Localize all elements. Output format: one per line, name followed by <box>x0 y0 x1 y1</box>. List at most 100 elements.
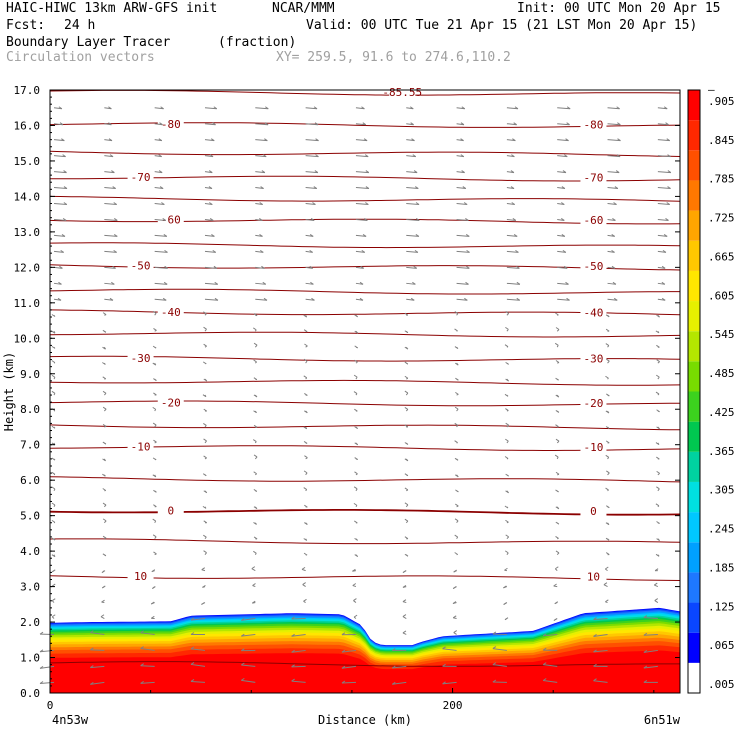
circulation-vector <box>104 298 114 301</box>
circulation-vector <box>355 376 358 380</box>
circulation-vector <box>305 282 314 285</box>
circulation-vector <box>557 218 565 221</box>
circulation-vector <box>406 171 418 174</box>
circulation-vector <box>53 171 67 174</box>
circulation-vector <box>355 488 358 492</box>
circulation-vector <box>607 234 615 237</box>
colorbar-label: .305 <box>708 484 735 497</box>
colorbar-label: .485 <box>708 367 735 380</box>
circulation-vector <box>204 155 214 158</box>
circulation-vector <box>204 298 219 301</box>
circulation-vector <box>53 155 66 158</box>
colorbar-box <box>688 180 700 211</box>
circulation-vector <box>355 250 365 253</box>
contour-line <box>49 661 680 667</box>
circulation-vector <box>301 568 306 572</box>
header-fcst-label: Fcst: <box>6 18 46 33</box>
circulation-vector <box>406 139 415 142</box>
contour-label: 10 <box>134 570 147 583</box>
circulation-vector <box>154 266 168 269</box>
circulation-vector <box>53 488 56 492</box>
circulation-vector <box>104 218 118 221</box>
circulation-vector <box>140 665 155 667</box>
circulation-vector <box>492 664 507 667</box>
colorbar-box <box>688 391 700 422</box>
circulation-vector <box>53 218 67 221</box>
circulation-vector <box>643 649 658 653</box>
circulation-vector <box>305 250 313 253</box>
circulation-vector <box>456 218 469 221</box>
circulation-vector <box>657 250 667 253</box>
circulation-vector <box>456 234 470 237</box>
contour-label: -60 <box>161 214 181 227</box>
circulation-vector <box>39 681 55 684</box>
circulation-vector <box>90 681 105 685</box>
circulation-vector <box>255 107 269 110</box>
circulation-vector <box>355 171 369 174</box>
colorbar-label: – <box>708 83 715 96</box>
contour-label: -10 <box>131 441 151 454</box>
y-tick-label: 14.0 <box>14 190 41 203</box>
circulation-vector <box>104 155 114 158</box>
circulation-vector <box>506 282 520 285</box>
colorbar-box <box>688 572 700 603</box>
circulation-vector <box>53 266 63 269</box>
header-title: HAIC-HIWC 13km ARW-GFS init <box>6 1 218 16</box>
circulation-vector <box>255 171 265 174</box>
circulation-vector <box>355 139 368 142</box>
circulation-vector <box>305 171 318 174</box>
y-tick-label: 6.0 <box>20 474 40 487</box>
circulation-vector <box>456 298 468 301</box>
contour-label: -10 <box>584 441 604 454</box>
x-tick-label: 200 <box>443 699 463 712</box>
contour-line--30 <box>49 355 681 362</box>
circulation-vector <box>305 298 315 301</box>
circulation-vector <box>140 681 155 684</box>
circulation-vector <box>506 266 520 269</box>
circulation-vector <box>305 155 319 158</box>
circulation-vector <box>657 107 668 110</box>
circulation-vector <box>557 171 567 174</box>
circulation-vector <box>355 203 369 206</box>
y-tick-label: 10.0 <box>14 332 41 345</box>
y-tick-label: 11.0 <box>14 297 41 310</box>
circulation-vector <box>406 203 420 206</box>
header-org: NCAR/MMM <box>272 1 335 16</box>
circulation-vector <box>154 282 168 285</box>
circulation-vector <box>607 282 617 285</box>
circulation-vector <box>255 266 265 269</box>
circulation-vector <box>392 681 407 685</box>
circulation-vector <box>305 218 315 221</box>
circulation-vector <box>456 536 459 539</box>
plot-area <box>50 90 680 693</box>
header-valid: Valid: 00 UTC Tue 21 Apr 15 (21 LST Mon … <box>306 18 698 33</box>
circulation-vector <box>53 203 67 206</box>
circulation-vector <box>456 282 469 285</box>
circulation-vector <box>39 665 55 669</box>
circulation-vector <box>104 203 117 206</box>
contour-label: -80 <box>161 118 181 131</box>
circulation-vector <box>607 298 618 301</box>
circulation-vector <box>456 266 470 269</box>
circulation-vector <box>603 584 608 588</box>
circulation-vector <box>255 234 263 237</box>
circulation-vector <box>190 663 206 667</box>
contour-line <box>49 150 681 157</box>
circulation-vector <box>204 107 217 110</box>
circulation-vector <box>506 187 515 190</box>
circulation-vector <box>154 155 162 158</box>
circulation-vector <box>302 584 306 588</box>
circulation-vector <box>154 187 164 190</box>
circulation-vector <box>204 187 213 190</box>
contour-line--70 <box>50 175 681 182</box>
colorbar-label: .725 <box>708 212 735 225</box>
header-fcst-value: 24 h <box>64 18 96 33</box>
circulation-vector <box>593 633 608 637</box>
contour-line <box>49 288 680 295</box>
contour-label: -50 <box>131 260 151 273</box>
circulation-vector <box>406 282 416 285</box>
contour-line-10 <box>49 575 681 581</box>
circulation-vector <box>557 123 570 126</box>
circulation-vector <box>154 107 164 110</box>
